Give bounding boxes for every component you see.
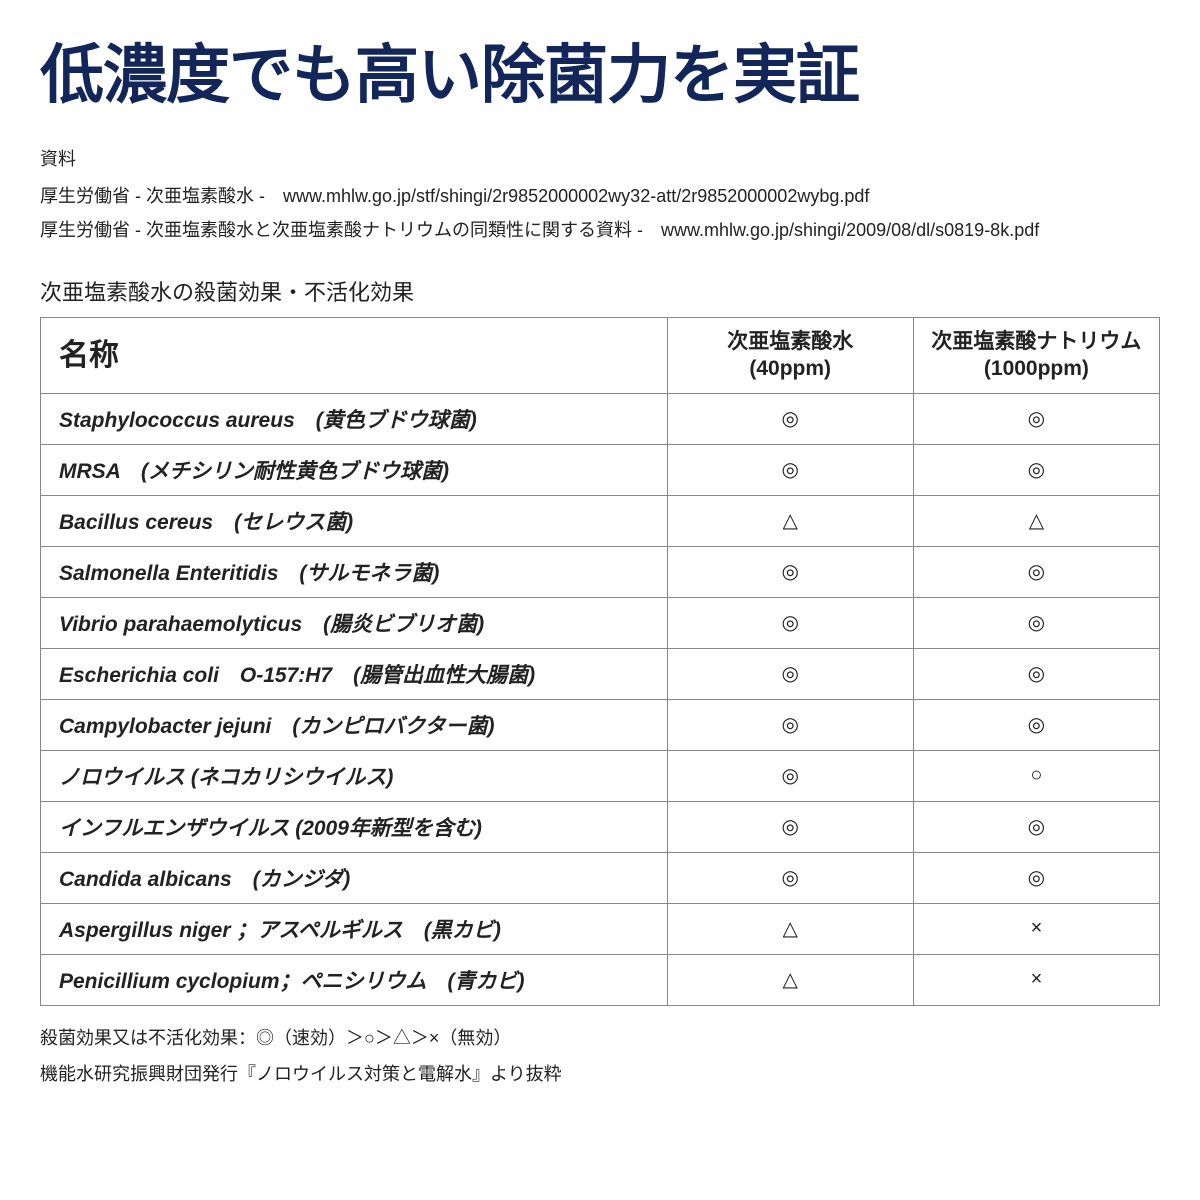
efficacy-table: 名称 次亜塩素酸水 (40ppm) 次亜塩素酸ナトリウム (1000ppm) S… xyxy=(40,317,1160,1006)
table-row: Candida albicans (カンジダ)◎◎ xyxy=(41,852,1160,903)
cell-name: Vibrio parahaemolyticus (腸炎ビブリオ菌) xyxy=(41,597,668,648)
table-header-row: 名称 次亜塩素酸水 (40ppm) 次亜塩素酸ナトリウム (1000ppm) xyxy=(41,317,1160,393)
footnotes: 殺菌効果又は不活化効果：◎（速効）＞○＞△＞×（無効） 機能水研究振興財団発行『… xyxy=(40,1020,1160,1092)
header-col1: 次亜塩素酸水 (40ppm) xyxy=(667,317,913,393)
cell-name: MRSA (メチシリン耐性黄色ブドウ球菌) xyxy=(41,444,668,495)
table-row: インフルエンザウイルス (2009年新型を含む)◎◎ xyxy=(41,801,1160,852)
cell-v1: ◎ xyxy=(667,393,913,444)
cell-v2: ◎ xyxy=(913,393,1159,444)
table-body: Staphylococcus aureus (黄色ブドウ球菌)◎◎MRSA (メ… xyxy=(41,393,1160,1005)
cell-v1: ◎ xyxy=(667,801,913,852)
cell-v1: ◎ xyxy=(667,546,913,597)
cell-name: Campylobacter jejuni (カンピロバクター菌) xyxy=(41,699,668,750)
table-row: Staphylococcus aureus (黄色ブドウ球菌)◎◎ xyxy=(41,393,1160,444)
cell-v2: ◎ xyxy=(913,801,1159,852)
cell-v1: ◎ xyxy=(667,597,913,648)
references-block: 資料 厚生労働省 - 次亜塩素酸水 - www.mhlw.go.jp/stf/s… xyxy=(40,142,1160,247)
cell-v2: × xyxy=(913,954,1159,1005)
cell-v2: ◎ xyxy=(913,699,1159,750)
cell-v2: ◎ xyxy=(913,444,1159,495)
page-title: 低濃度でも高い除菌力を実証 xyxy=(40,40,1160,110)
cell-v1: △ xyxy=(667,954,913,1005)
table-subheading: 次亜塩素酸水の殺菌効果・不活化効果 xyxy=(40,275,1160,307)
reference-line-1: 厚生労働省 - 次亜塩素酸水 - www.mhlw.go.jp/stf/shin… xyxy=(40,179,1160,213)
cell-v2: ◎ xyxy=(913,852,1159,903)
cell-name: Salmonella Enteritidis (サルモネラ菌) xyxy=(41,546,668,597)
cell-v1: ◎ xyxy=(667,444,913,495)
references-label: 資料 xyxy=(40,142,1160,176)
cell-v2: × xyxy=(913,903,1159,954)
cell-name: ノロウイルス (ネコカリシウイルス) xyxy=(41,750,668,801)
cell-v2: ◎ xyxy=(913,546,1159,597)
cell-v2: ◎ xyxy=(913,597,1159,648)
cell-v2: ○ xyxy=(913,750,1159,801)
cell-name: Escherichia coli O-157:H7 (腸管出血性大腸菌) xyxy=(41,648,668,699)
cell-name: Bacillus cereus (セレウス菌) xyxy=(41,495,668,546)
reference-line-2: 厚生労働省 - 次亜塩素酸水と次亜塩素酸ナトリウムの同類性に関する資料 - ww… xyxy=(40,213,1160,247)
cell-v2: ◎ xyxy=(913,648,1159,699)
cell-name: Candida albicans (カンジダ) xyxy=(41,852,668,903)
table-row: MRSA (メチシリン耐性黄色ブドウ球菌)◎◎ xyxy=(41,444,1160,495)
cell-v1: △ xyxy=(667,495,913,546)
table-row: Campylobacter jejuni (カンピロバクター菌)◎◎ xyxy=(41,699,1160,750)
table-row: ノロウイルス (ネコカリシウイルス)◎○ xyxy=(41,750,1160,801)
table-row: Penicillium cyclopium；ペニシリウム (青カビ)△× xyxy=(41,954,1160,1005)
source-line: 機能水研究振興財団発行『ノロウイルス対策と電解水』より抜粋 xyxy=(40,1056,1160,1092)
legend-line: 殺菌効果又は不活化効果：◎（速効）＞○＞△＞×（無効） xyxy=(40,1020,1160,1056)
cell-name: Penicillium cyclopium；ペニシリウム (青カビ) xyxy=(41,954,668,1005)
cell-name: インフルエンザウイルス (2009年新型を含む) xyxy=(41,801,668,852)
table-row: Bacillus cereus (セレウス菌)△△ xyxy=(41,495,1160,546)
cell-v2: △ xyxy=(913,495,1159,546)
cell-v1: ◎ xyxy=(667,750,913,801)
cell-v1: △ xyxy=(667,903,913,954)
header-name: 名称 xyxy=(41,317,668,393)
cell-v1: ◎ xyxy=(667,648,913,699)
cell-v1: ◎ xyxy=(667,852,913,903)
table-row: Salmonella Enteritidis (サルモネラ菌)◎◎ xyxy=(41,546,1160,597)
table-row: Aspergillus niger ；アスペルギルス (黒カビ)△× xyxy=(41,903,1160,954)
table-row: Vibrio parahaemolyticus (腸炎ビブリオ菌)◎◎ xyxy=(41,597,1160,648)
cell-v1: ◎ xyxy=(667,699,913,750)
table-row: Escherichia coli O-157:H7 (腸管出血性大腸菌)◎◎ xyxy=(41,648,1160,699)
header-col2: 次亜塩素酸ナトリウム (1000ppm) xyxy=(913,317,1159,393)
cell-name: Staphylococcus aureus (黄色ブドウ球菌) xyxy=(41,393,668,444)
cell-name: Aspergillus niger ；アスペルギルス (黒カビ) xyxy=(41,903,668,954)
